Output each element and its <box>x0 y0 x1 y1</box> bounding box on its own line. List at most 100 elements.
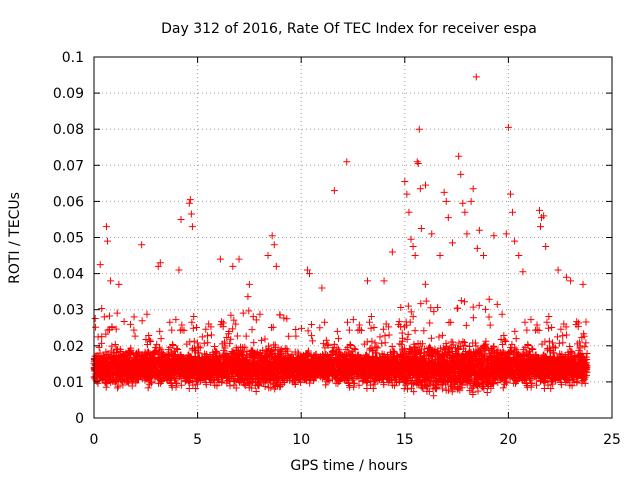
data-point <box>108 323 116 331</box>
data-point <box>322 381 330 389</box>
data-point <box>192 323 200 331</box>
data-point <box>229 325 237 333</box>
data-point <box>138 317 146 325</box>
data-point <box>245 307 253 315</box>
data-point <box>147 379 155 387</box>
data-point <box>280 378 288 386</box>
data-point <box>306 379 314 387</box>
data-point <box>304 347 312 355</box>
data-point <box>345 326 353 334</box>
data-point <box>105 312 113 320</box>
data-point <box>156 327 164 335</box>
data-point <box>156 344 164 352</box>
data-point <box>134 348 142 356</box>
data-point <box>128 382 136 390</box>
data-point <box>125 379 133 387</box>
data-point <box>207 331 215 339</box>
data-point <box>157 335 165 343</box>
data-point <box>94 379 102 387</box>
data-point <box>244 293 252 301</box>
data-point <box>102 330 110 338</box>
data-point <box>345 348 353 356</box>
data-point <box>130 313 138 321</box>
data-point <box>323 340 331 348</box>
data-point <box>308 321 316 329</box>
data-points <box>90 73 591 400</box>
data-point <box>185 385 193 393</box>
data-point <box>241 343 249 351</box>
data-point <box>227 335 235 343</box>
data-point <box>130 326 138 334</box>
data-point <box>232 384 240 392</box>
chart-title: Day 312 of 2016, Rate Of TEC Index for r… <box>161 21 537 37</box>
data-point <box>252 316 260 324</box>
data-point <box>258 336 266 344</box>
data-point <box>98 333 106 341</box>
data-point <box>145 331 153 339</box>
data-point <box>211 342 219 350</box>
data-point <box>143 310 151 318</box>
data-point <box>322 336 330 344</box>
data-point <box>312 350 320 358</box>
data-point <box>96 349 104 357</box>
data-point <box>192 384 200 392</box>
data-point <box>292 332 300 340</box>
data-point <box>190 337 198 345</box>
data-point <box>147 337 155 345</box>
data-point <box>112 325 120 333</box>
data-point <box>347 341 355 349</box>
data-point <box>226 340 234 348</box>
data-point <box>248 326 256 334</box>
data-point <box>256 310 264 318</box>
data-point <box>168 326 176 334</box>
data-point <box>108 342 116 350</box>
data-point <box>120 318 128 326</box>
data-point <box>202 381 210 389</box>
data-point <box>261 383 269 391</box>
data-point <box>173 379 181 387</box>
data-point <box>221 342 229 350</box>
data-point <box>198 333 206 341</box>
data-point <box>111 341 119 349</box>
data-point <box>95 343 103 351</box>
data-point <box>119 375 127 383</box>
data-point <box>102 383 110 391</box>
data-point <box>309 337 317 345</box>
data-point <box>170 375 178 383</box>
data-point <box>335 335 343 343</box>
data-point <box>189 324 197 332</box>
data-point <box>213 382 221 390</box>
data-point <box>226 382 234 390</box>
data-point <box>91 314 99 322</box>
data-point <box>173 345 181 353</box>
data-point <box>308 332 316 340</box>
data-point <box>114 382 122 390</box>
data-point <box>232 320 240 328</box>
data-point <box>223 333 231 341</box>
data-point <box>333 327 341 335</box>
data-point <box>233 332 241 340</box>
data-point <box>169 341 177 349</box>
data-point <box>304 327 312 335</box>
data-point <box>135 348 143 356</box>
data-point <box>250 339 258 347</box>
data-point <box>261 335 269 343</box>
data-point <box>190 313 198 321</box>
data-point <box>143 340 151 348</box>
data-point <box>324 341 332 349</box>
data-point <box>177 381 185 389</box>
data-point <box>249 313 257 321</box>
data-point <box>180 326 188 334</box>
data-point <box>204 332 212 340</box>
data-point <box>292 325 300 333</box>
data-point <box>298 324 306 332</box>
data-point <box>172 376 180 384</box>
data-point <box>193 339 201 347</box>
data-point <box>218 379 226 387</box>
data-point <box>218 377 226 385</box>
data-point <box>321 318 329 326</box>
data-point <box>252 388 260 396</box>
data-point <box>153 340 161 348</box>
